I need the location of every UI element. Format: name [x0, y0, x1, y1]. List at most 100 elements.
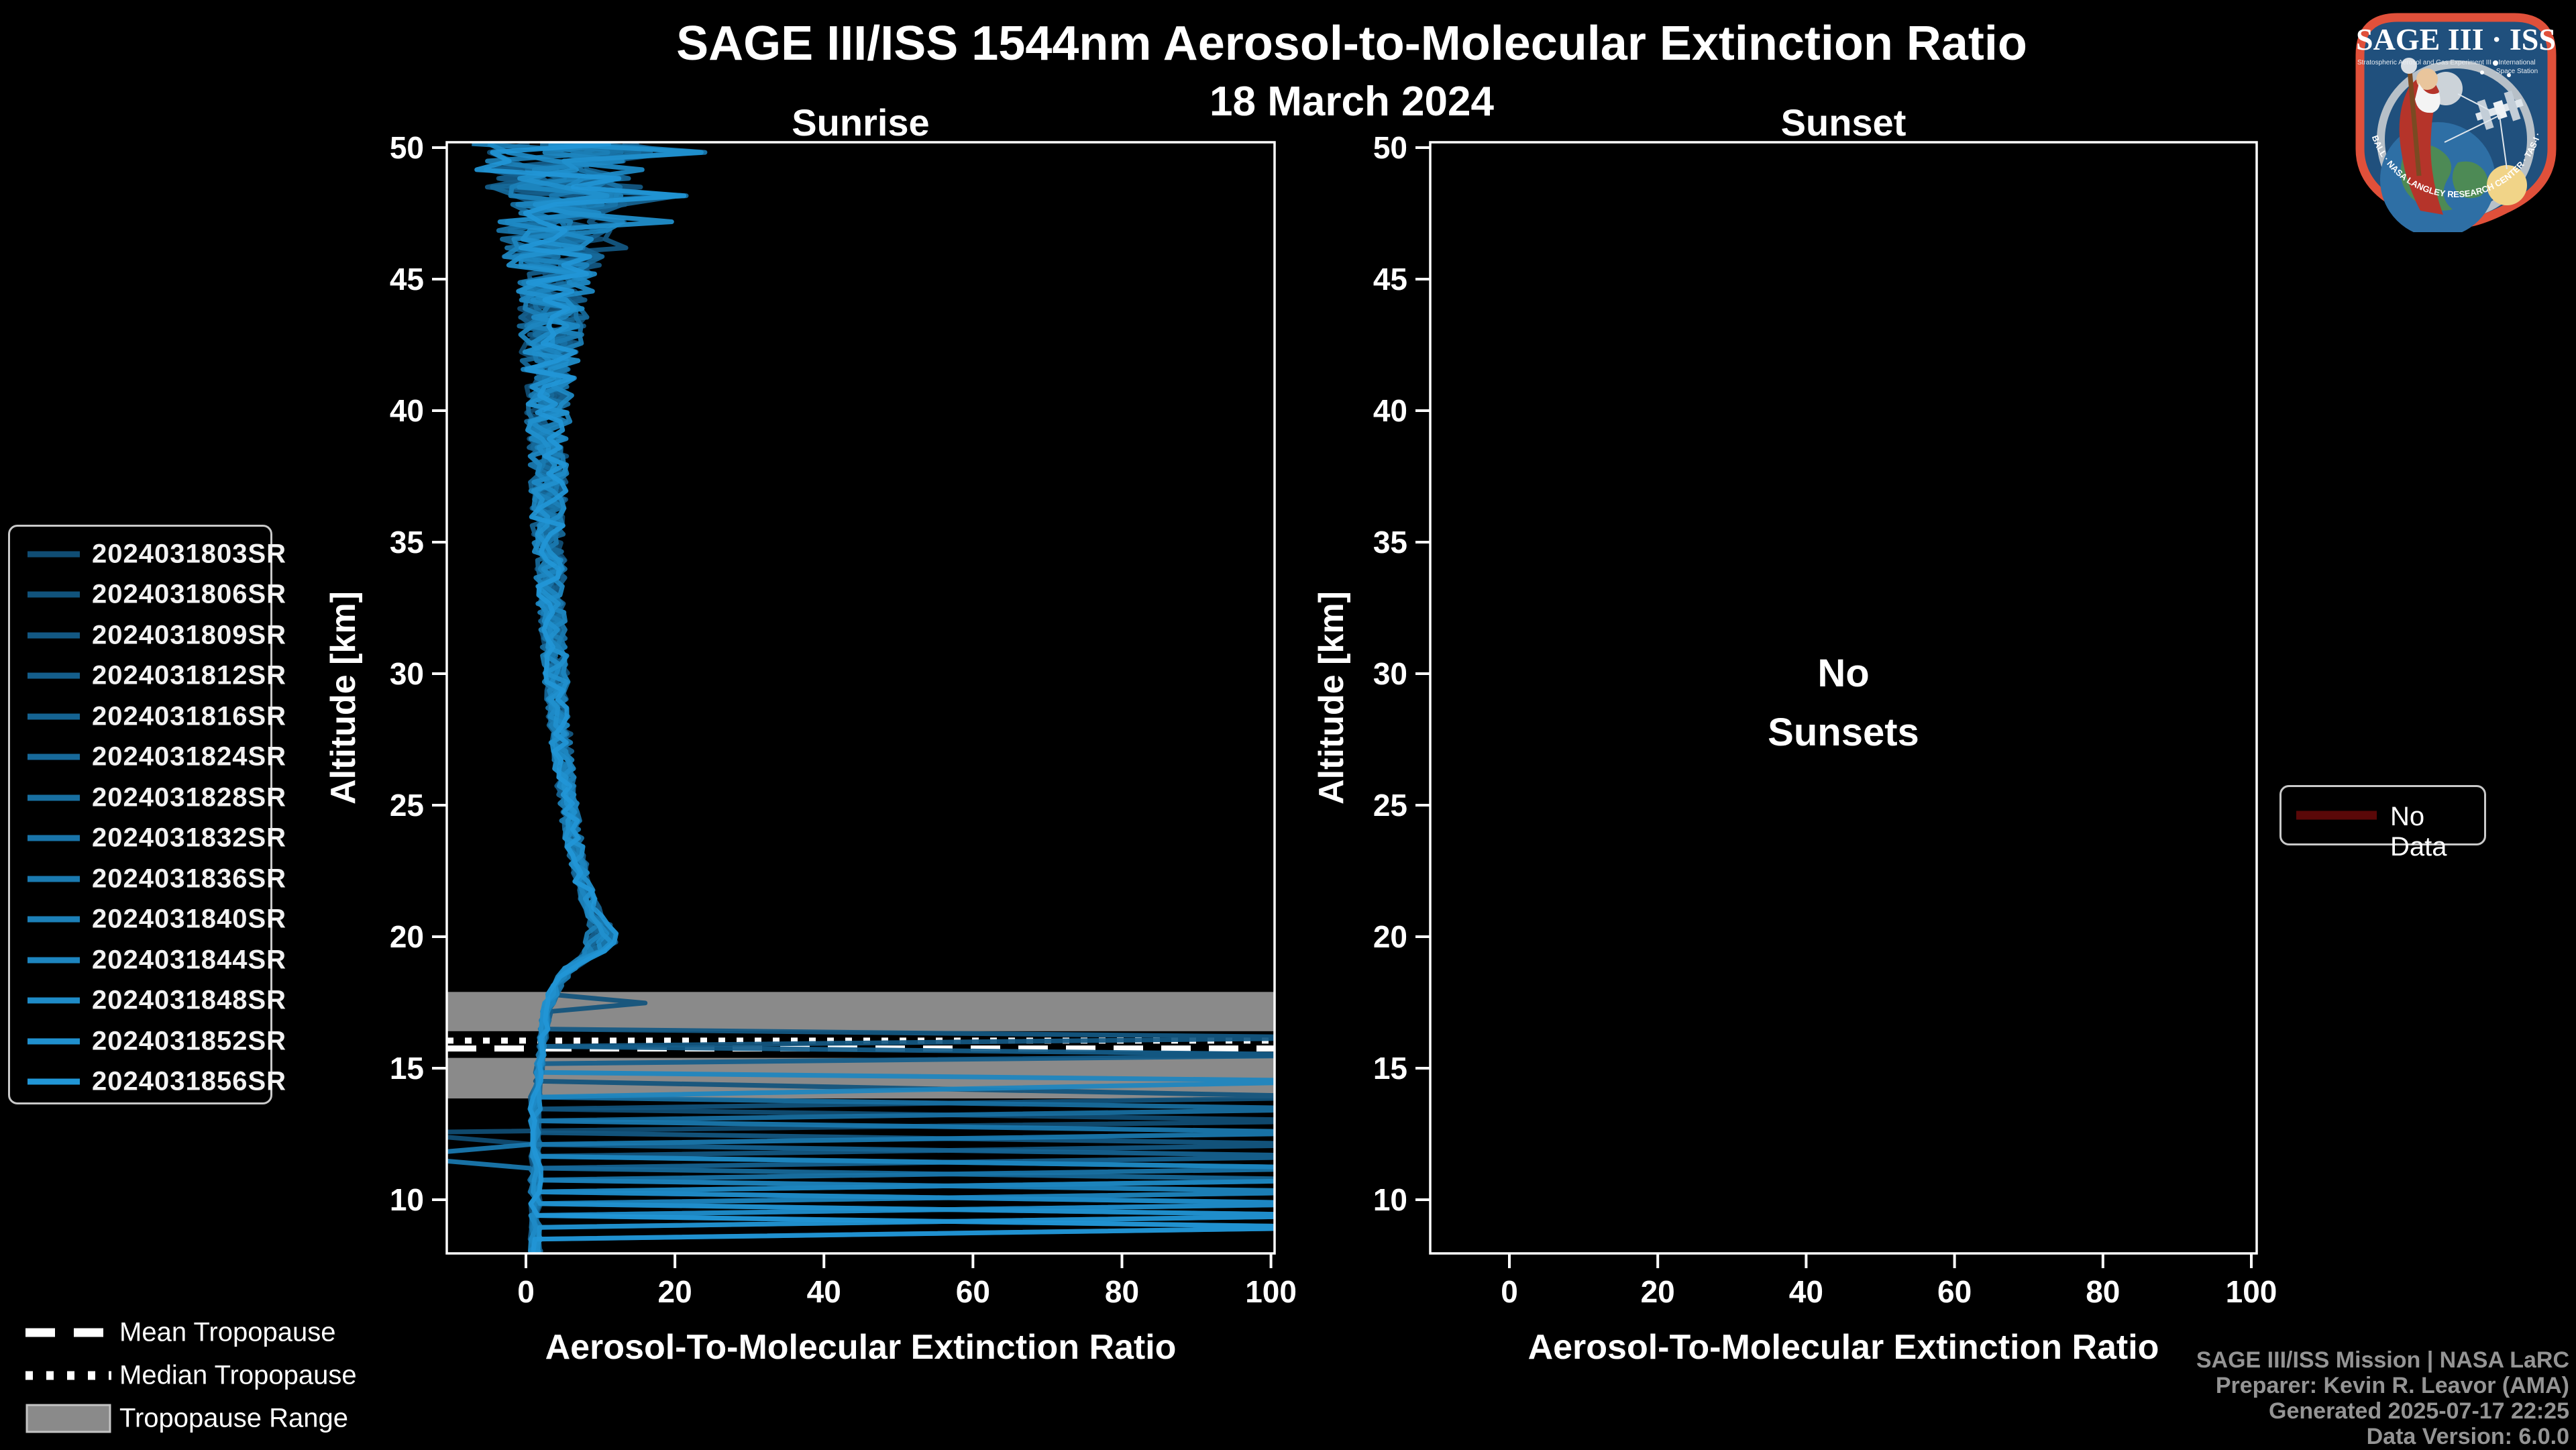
median-tropopause-dot-icon: [25, 1371, 111, 1380]
sunrise-xtick-label: 20: [657, 1274, 692, 1309]
event-line-icon: [28, 632, 80, 638]
logo-figure-head-icon: [2416, 68, 2438, 90]
median-tropopause-legend-item: Median Tropopause: [0, 1354, 416, 1397]
figure-title: SAGE III/ISS 1544nm Aerosol-to-Molecular…: [676, 17, 2027, 70]
sunset-xtick-label: 60: [1937, 1274, 1972, 1309]
tropopause-range-label: Tropopause Range: [119, 1403, 348, 1433]
tropopause-range-legend-item: Tropopause Range: [0, 1397, 416, 1440]
event-legend-row: 2024031828SR: [10, 777, 286, 818]
no-sunsets-message: No Sunsets: [1768, 644, 1919, 762]
sunset-panel-title: Sunset: [1780, 101, 1907, 144]
sunrise-xtick-label: 60: [955, 1274, 990, 1309]
no-sunsets-line2: Sunsets: [1768, 711, 1919, 754]
event-legend-label: 2024031806SR: [92, 579, 287, 609]
sunset-xtick-label: 80: [2086, 1274, 2121, 1309]
tropopause-range-swatch-icon: [25, 1404, 111, 1433]
sunrise-xaxis-label: Aerosol-To-Molecular Extinction Ratio: [545, 1328, 1177, 1367]
sunrise-ytick-label: 20: [389, 919, 424, 954]
event-line-icon: [28, 997, 80, 1004]
sage-iii-iss-logo: SAGE III · ISS Stratospheric Aerosol and…: [2344, 8, 2557, 232]
event-legend: 2024031803SR 2024031806SR 2024031809SR 2024…: [8, 525, 286, 1104]
sunrise-ytick-label: 35: [389, 525, 424, 560]
logo-staff-orb-icon: [2401, 58, 2417, 74]
mean-tropopause-legend-item: Mean Tropopause: [0, 1311, 416, 1354]
event-legend-row: 2024031848SR: [10, 980, 286, 1021]
event-legend-row: 2024031852SR: [10, 1021, 286, 1061]
logo-staff-icon: [2407, 69, 2422, 176]
mean-tropopause-dash-icon: [25, 1328, 111, 1337]
event-legend-label: 2024031832SR: [92, 823, 287, 853]
event-legend-label: 2024031824SR: [92, 741, 287, 772]
logo-subtitle-right1: International: [2498, 59, 2535, 66]
event-line-icon: [28, 591, 80, 598]
event-legend-row: 2024031856SR: [10, 1061, 286, 1102]
event-line-icon: [28, 916, 80, 923]
event-legend-row: 2024031824SR: [10, 737, 286, 778]
event-line-icon: [28, 672, 80, 679]
logo-sun-icon: [2487, 165, 2527, 205]
event-legend-row: 2024031809SR: [10, 615, 286, 656]
profile-line-2024031856SR: [474, 142, 1275, 1253]
sunrise-ytick-label: 40: [389, 393, 424, 428]
sunrise-panel-title: Sunrise: [792, 101, 930, 144]
no-data-label: No Data: [2390, 802, 2447, 862]
event-legend-label: 2024031856SR: [92, 1066, 287, 1096]
logo-subtitle-left: Stratospheric Aerosol and Gas Experiment…: [2357, 59, 2491, 66]
event-legend-row: 2024031812SR: [10, 656, 286, 696]
figure-date: 18 March 2024: [1210, 79, 1494, 125]
logo-title: SAGE III · ISS: [2356, 22, 2556, 56]
sunrise-ytick-label: 10: [389, 1182, 424, 1217]
sunset-ytick-label: 20: [1373, 919, 1407, 954]
tropopause-legend: Mean Tropopause Median Tropopause Tropop…: [0, 1310, 416, 1444]
sunrise-xtick-label: 100: [1245, 1274, 1297, 1309]
sunset-xtick-label: 40: [1788, 1274, 1823, 1309]
attribution-preparer: Preparer: Kevin R. Leavor (AMA): [2215, 1373, 2569, 1398]
no-data-legend: No Data: [2279, 785, 2486, 862]
event-legend-label: 2024031844SR: [92, 945, 287, 974]
sunset-ytick-label: 10: [1373, 1182, 1407, 1217]
sunrise-ytick-label: 30: [389, 656, 424, 691]
sunset-ytick-label: 50: [1373, 130, 1407, 165]
sunrise-xtick-label: 40: [806, 1274, 841, 1309]
sunset-ytick-label: 35: [1373, 525, 1407, 560]
sunrise-ytick-label: 15: [389, 1051, 424, 1086]
sunset-xtick-label: 100: [2225, 1274, 2277, 1309]
event-line-icon: [28, 754, 80, 760]
logo-subtitle-right2: Space Station: [2496, 68, 2538, 75]
mean-tropopause-label: Mean Tropopause: [119, 1317, 336, 1347]
sunrise-ytick-label: 45: [389, 262, 424, 297]
sunset-xtick-label: 20: [1640, 1274, 1675, 1309]
sunset-xtick-label: 0: [1501, 1274, 1518, 1309]
sunrise-ytick-label: 25: [389, 788, 424, 823]
attribution-data-version: Data Version: 6.0.0: [2366, 1424, 2569, 1449]
event-legend-label: 2024031803SR: [92, 539, 287, 568]
sunset-xaxis-label: Aerosol-To-Molecular Extinction Ratio: [1527, 1328, 2159, 1367]
median-tropopause-label: Median Tropopause: [119, 1360, 357, 1390]
event-legend-label: 2024031848SR: [92, 985, 287, 1015]
event-legend-row: 2024031840SR: [10, 899, 286, 940]
logo-earth-land2-icon: [2452, 161, 2488, 199]
sunset-yaxis-label: Altitude [km]: [1312, 591, 1351, 805]
event-legend-row: 2024031836SR: [10, 858, 286, 899]
event-legend-row: 2024031806SR: [10, 574, 286, 615]
event-legend-row: 2024031816SR: [10, 696, 286, 737]
attribution-mission: SAGE III/ISS Mission | NASA LaRC: [2196, 1347, 2569, 1373]
sunrise-xtick-label: 0: [517, 1274, 535, 1309]
event-line-icon: [28, 713, 80, 719]
event-line-icon: [28, 957, 80, 963]
attribution-generated: Generated 2025-07-17 22:25: [2269, 1398, 2569, 1424]
sunset-ytick-label: 25: [1373, 788, 1407, 823]
logo-stars-icon: [2480, 60, 2511, 77]
event-line-icon: [28, 876, 80, 882]
sunrise-ytick-label: 50: [389, 130, 424, 165]
event-legend-label: 2024031836SR: [92, 864, 287, 893]
logo-iss-icon: [2475, 91, 2524, 130]
event-line-icon: [28, 1078, 80, 1085]
logo-beams-icon: [2444, 93, 2508, 170]
sunset-ytick-label: 15: [1373, 1051, 1407, 1086]
event-legend-label: 2024031852SR: [92, 1026, 287, 1055]
event-legend-row: 2024031844SR: [10, 939, 286, 980]
sunset-panel-border: [1429, 141, 2258, 1255]
